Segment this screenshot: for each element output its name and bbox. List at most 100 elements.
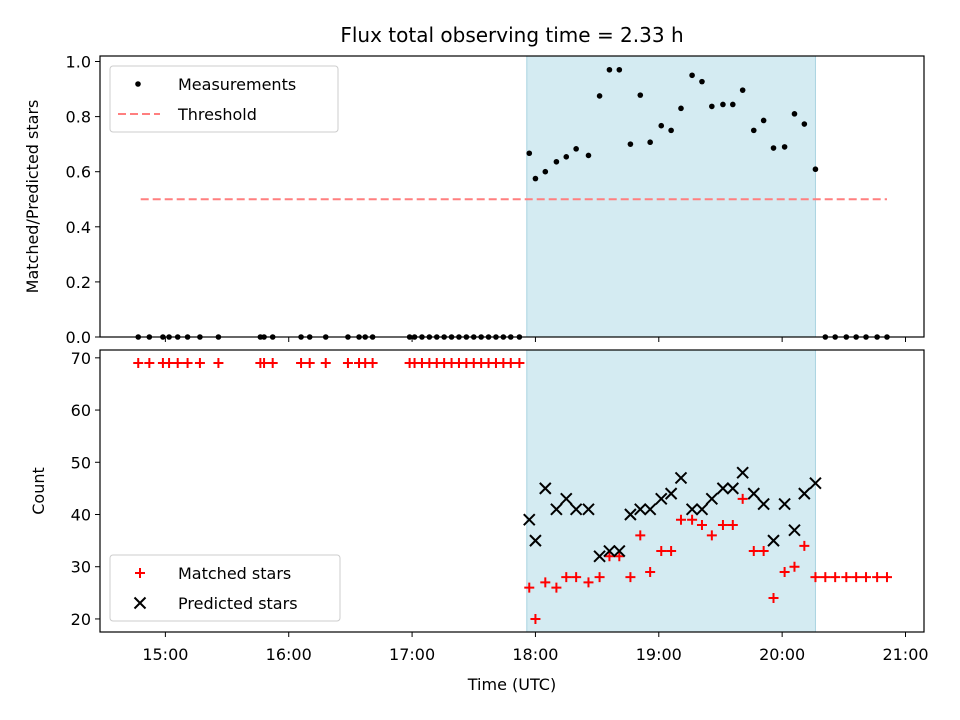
predicted-star-point: [569, 503, 583, 516]
measurement-point: [573, 146, 579, 152]
predicted-star-point: [716, 482, 730, 495]
count-y-label: Count: [29, 467, 48, 515]
predicted-star-point: [560, 492, 573, 506]
matched-star-point: [304, 358, 315, 369]
measurement-point: [720, 101, 726, 108]
legend-predicted-marker: [133, 596, 147, 610]
legend-measurements-label: Measurements: [178, 75, 296, 94]
ratio-legend: Measurements Threshold: [109, 65, 339, 133]
measurement-point: [689, 72, 695, 79]
matched-star-point: [540, 577, 551, 588]
y-tick-label: 20: [71, 610, 91, 629]
y-tick-label: 60: [71, 401, 91, 420]
x-tick-label: 17:00: [389, 645, 435, 664]
y-tick-label: 50: [71, 453, 91, 472]
x-tick-label: 21:00: [882, 645, 928, 664]
matched-star-point: [635, 530, 646, 541]
observing-window-band-bottom: [526, 349, 816, 633]
predicted-star-point: [778, 497, 791, 511]
measurement-point: [750, 127, 757, 134]
matched-star-point: [810, 572, 821, 583]
predicted-star-point: [685, 503, 699, 516]
matched-star-point: [841, 572, 852, 583]
predicted-star-point: [664, 487, 678, 500]
predicted-star-point: [603, 544, 616, 558]
predicted-star-point: [550, 503, 563, 516]
matched-star-point: [530, 613, 541, 624]
matched-star-point: [687, 514, 698, 525]
measurement-point: [553, 158, 560, 165]
matched-star-point: [367, 358, 378, 369]
ratio-x-ticks: [164, 337, 906, 342]
measurement-point: [637, 92, 644, 98]
matched-star-point: [820, 572, 831, 583]
count-y-ticks: 20 30 40 50 60 70: [71, 349, 100, 629]
count-legend: Matched stars Predicted stars: [109, 554, 341, 622]
matched-star-point: [164, 358, 175, 369]
matched-star-point: [561, 572, 572, 583]
matched-star-point: [717, 519, 728, 530]
y-tick-label: 30: [71, 558, 91, 577]
predicted-star-point: [655, 492, 668, 506]
predicted-star-point: [674, 471, 688, 485]
measurement-point: [627, 141, 634, 147]
matched-star-point: [872, 572, 883, 583]
measurement-point: [791, 111, 798, 117]
matched-star-point: [133, 358, 144, 369]
matched-star-point: [172, 358, 183, 369]
predicted-star-point: [767, 534, 780, 547]
predicted-star-point: [736, 466, 749, 479]
matched-star-point: [881, 572, 892, 583]
x-tick-label: 19:00: [636, 645, 682, 664]
matched-star-point: [656, 546, 667, 557]
measurement-point: [730, 101, 736, 108]
legend-matched-marker: [135, 568, 145, 578]
y-tick-label: 0.0: [66, 328, 91, 347]
matched-star-point: [696, 519, 707, 530]
ratio-panel-frame: [99, 55, 925, 338]
y-tick-label: 0.6: [66, 163, 91, 182]
measurement-point: [770, 145, 777, 151]
predicted-star-point: [757, 497, 770, 511]
predicted-star-point: [809, 476, 822, 490]
matched-star-point: [571, 572, 582, 583]
matched-star-point: [213, 358, 224, 369]
matched-star-point: [727, 519, 738, 530]
matched-star-point: [675, 514, 686, 525]
matched-star-point: [551, 582, 562, 593]
measurement-point: [647, 139, 653, 146]
matched-star-point: [625, 572, 636, 583]
matched-star-point: [614, 551, 625, 562]
count-points: [133, 358, 892, 624]
measurement-point: [532, 175, 539, 182]
matched-star-point: [706, 530, 717, 541]
ratio-panel: 0.0 0.2 0.4 0.6 0.8 1.0 Matched/Predicted sta…: [23, 53, 925, 347]
predicted-star-point: [539, 482, 552, 495]
measurement-point: [699, 78, 705, 85]
y-tick-label: 70: [71, 349, 91, 368]
predicted-star-point: [747, 487, 760, 500]
measurement-point: [678, 105, 684, 112]
y-tick-label: 0.4: [66, 218, 91, 237]
predicted-star-point: [624, 508, 637, 521]
measurement-point: [760, 117, 767, 124]
measurement-point: [801, 121, 808, 127]
predicted-star-point: [634, 503, 647, 516]
x-tick-label: 16:00: [266, 645, 312, 664]
legend-measurements-marker: [135, 81, 141, 87]
matched-star-point: [779, 566, 790, 577]
matched-star-point: [505, 358, 516, 369]
matched-star-point: [758, 546, 769, 557]
matched-star-point: [861, 572, 872, 583]
measurement-point: [526, 150, 533, 157]
matched-star-point: [259, 358, 270, 369]
time-x-ticks: 15:00 16:00 17:00 18:00 19:00 20:00 21:00: [142, 632, 929, 664]
predicted-star-point: [695, 503, 709, 516]
matched-star-point: [604, 551, 615, 562]
matched-star-point: [830, 572, 841, 583]
measurement-point: [781, 144, 788, 150]
y-tick-label: 0.8: [66, 108, 91, 127]
count-panel: 20 30 40 50 60 70 15:00 16:00 17:00 18:00 19:00 20…: [29, 349, 929, 694]
matched-star-point: [320, 358, 331, 369]
